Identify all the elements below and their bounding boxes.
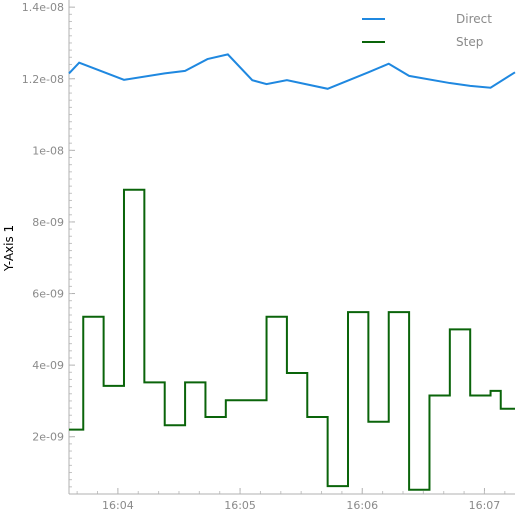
y-tick-label: 8e-09 (32, 216, 64, 229)
y-tick-label: 1.2e-08 (22, 73, 64, 86)
series-line-step (69, 188, 515, 491)
x-tick-label: 16:07 (469, 499, 501, 512)
legend: Direct Step (362, 12, 492, 49)
legend-label-direct: Direct (456, 12, 492, 26)
series-line-direct (68, 53, 516, 90)
y-tick-label: 1.4e-08 (22, 1, 64, 14)
y-axis-ticks: 2e-09 4e-09 6e-09 8e-09 1e-08 1.2e-08 1.4e-08 (22, 1, 75, 495)
x-axis-ticks: 16:04 16:05 16:06 16:07 (76, 488, 506, 512)
y-tick-label: 2e-09 (32, 431, 64, 444)
y-tick-label: 4e-09 (32, 359, 64, 372)
x-tick-label: 16:04 (102, 499, 134, 512)
legend-label-step: Step (456, 35, 483, 49)
x-tick-label: 16:05 (224, 499, 256, 512)
y-tick-label: 1e-08 (32, 144, 64, 157)
y-axis-title: Y-Axis 1 (2, 225, 16, 272)
x-tick-label: 16:06 (346, 499, 378, 512)
series-layer (68, 53, 516, 491)
y-tick-label: 6e-09 (32, 288, 64, 301)
